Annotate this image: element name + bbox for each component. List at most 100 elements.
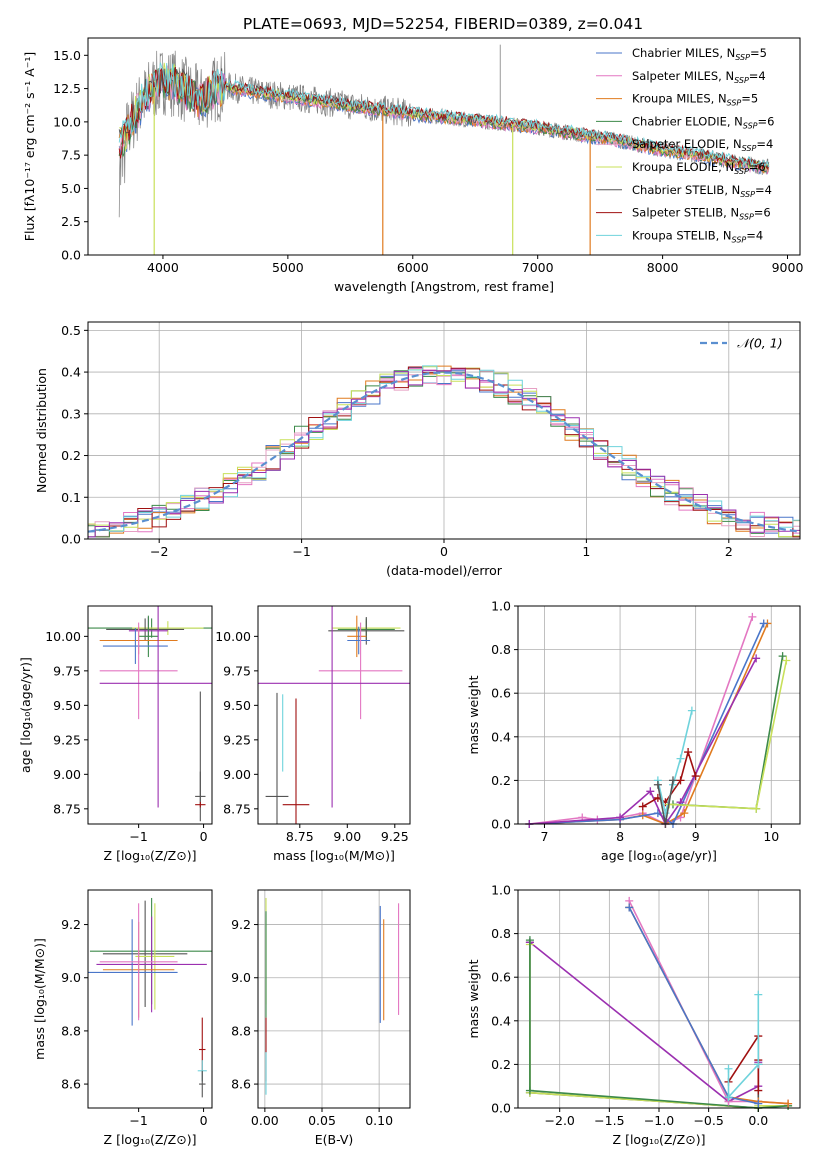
y-tick-label: 0.8 — [491, 926, 511, 941]
y-tick-label: 15.0 — [53, 48, 81, 63]
errorbar-point — [102, 900, 188, 1007]
errorbar-point — [132, 621, 204, 635]
series-line-kroupa_stelib — [727, 994, 760, 1100]
panel-massweight-vs-age: 7 8 9 10 0.0 0.2 0.4 0.6 0.8 1.0 age [log₁₀(age/yr… — [466, 599, 801, 863]
x-tick-label: −0.5 — [693, 1113, 723, 1128]
y-tick-label: 1.0 — [491, 883, 511, 898]
y-tick-label: 0.0 — [61, 532, 81, 547]
errorbar-group — [258, 606, 410, 824]
y-tick-label: 10.00 — [215, 629, 251, 644]
axes-frame — [257, 605, 411, 825]
x-axis-label: mass [log₁₀(M/M⊙)] — [273, 848, 395, 863]
x-tick-label: −1 — [292, 544, 310, 559]
x-tick-label: 10 — [763, 829, 779, 844]
model-line-chabrier_stelib — [118, 67, 770, 171]
y-tick-label: 0.2 — [61, 448, 81, 463]
series-marker — [625, 903, 634, 912]
legend-sub: SSP — [732, 235, 747, 244]
x-axis-label: E(B-V) — [315, 1132, 354, 1147]
y-tick-label: 9.0 — [61, 970, 81, 985]
y-tick-label: 5.0 — [61, 181, 81, 196]
errorbar-point — [347, 615, 367, 658]
y-tick-label: 7.5 — [61, 148, 81, 163]
legend-entry: Salpeter STELIB, NSSP=6 — [632, 206, 771, 222]
y-tick-label: 0.8 — [491, 642, 511, 657]
y-tick-label: 0.6 — [491, 970, 511, 985]
legend-sub: SSP — [727, 99, 742, 108]
histogram-purple — [88, 368, 800, 538]
histogram-salpeter_miles — [88, 367, 800, 538]
errorbar-point — [88, 919, 178, 1026]
legend-text: =5 — [741, 92, 758, 106]
series-marker — [616, 813, 625, 822]
legend-text: Kroupa MILES, N — [632, 92, 727, 106]
y-tick-label: 0.4 — [61, 365, 81, 380]
model-line-kroupa_stelib — [118, 62, 770, 168]
series-line-purple — [529, 657, 757, 826]
series-line-purple — [529, 941, 760, 1103]
legend-entry: Chabrier STELIB, NSSP=4 — [632, 183, 772, 199]
legend-sub: SSP — [734, 76, 749, 85]
x-tick-label: 9 — [692, 829, 700, 844]
y-tick-label: 9.2 — [231, 917, 251, 932]
errorbar-point — [138, 615, 159, 658]
series-marker — [653, 780, 662, 789]
legend-sub: SSP — [742, 144, 757, 153]
x-tick-label: 8000 — [647, 260, 679, 275]
legend-sub: SSP — [743, 121, 758, 130]
y-tick-label: 9.2 — [61, 917, 81, 932]
x-tick-label: 2 — [725, 544, 733, 559]
histogram-chabrier_elodie — [88, 370, 800, 538]
series-marker — [782, 656, 791, 665]
errorbar-point — [282, 698, 310, 824]
legend-entry: Kroupa MILES, NSSP=5 — [632, 92, 758, 108]
y-tick-label: 0.0 — [491, 817, 511, 832]
series-marker — [525, 1086, 534, 1095]
x-tick-label: 0 — [440, 544, 448, 559]
axes-frame — [87, 37, 801, 256]
panel-mass-vs-ebv: 0.00 0.05 0.10 8.6 8.8 9.0 9.2 E(B-V) — [231, 889, 411, 1147]
series-line-salpeter_stelib — [642, 749, 697, 808]
x-axis-label: age [log₁₀(age/yr)] — [601, 848, 717, 863]
y-tick-label: 9.75 — [223, 663, 251, 678]
legend-text: Salpeter ELODIE, N — [632, 137, 742, 151]
legend-entry: Salpeter ELODIE, NSSP=4 — [632, 137, 773, 153]
series-marker — [759, 619, 768, 628]
legend-sub: SSP — [735, 53, 750, 62]
legend-text: =6 — [754, 206, 771, 220]
errorbar-point — [96, 916, 207, 1013]
x-tick-label: 7 — [540, 829, 548, 844]
y-tick-label: 8.8 — [61, 1023, 81, 1038]
series-group — [525, 612, 791, 828]
series-marker — [525, 936, 534, 945]
x-tick-label: −1.0 — [644, 1113, 674, 1128]
histogram-kroupa_miles — [88, 365, 800, 538]
y-tick-label: 0.2 — [491, 1057, 511, 1072]
y-tick-label: 0.0 — [61, 248, 81, 263]
x-tick-label: 0 — [200, 1113, 208, 1128]
x-tick-label: −1 — [129, 1113, 147, 1128]
y-tick-label: 9.25 — [223, 732, 251, 747]
series-marker — [680, 809, 689, 818]
y-tick-label: 8.8 — [231, 1023, 251, 1038]
series-marker — [754, 1086, 763, 1095]
histogram-salpeter_elodie — [88, 370, 800, 537]
x-tick-label: 0.00 — [251, 1113, 279, 1128]
series-marker — [676, 754, 685, 763]
x-tick-label: −2 — [150, 544, 168, 559]
errorbar-point — [99, 622, 178, 720]
legend-text: =6 — [758, 114, 775, 128]
y-tick-label: 8.6 — [231, 1077, 251, 1092]
y-tick-label: 9.50 — [223, 698, 251, 713]
series-marker — [748, 612, 757, 621]
x-axis-label: Z [log₁₀(Z/Z⊙)] — [613, 1132, 706, 1147]
panel-spectrum: 4000 5000 6000 7000 8000 9000 0.0 2.5 5.0 7.5 10.0… — [22, 37, 803, 294]
histogram-group — [88, 365, 800, 538]
y-tick-label: 8.75 — [53, 801, 81, 816]
y-axis-label: mass weight — [466, 959, 481, 1038]
y-tick-label: 8.6 — [61, 1077, 81, 1092]
legend-text: =6 — [749, 160, 766, 174]
legend-text: Chabrier STELIB, N — [632, 183, 740, 197]
x-tick-label: −1.5 — [594, 1113, 624, 1128]
